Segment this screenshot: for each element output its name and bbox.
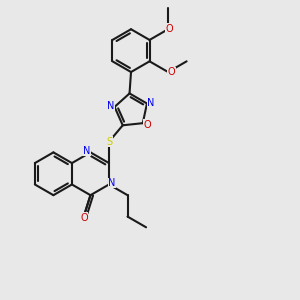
Text: N: N <box>147 98 154 108</box>
Text: N: N <box>83 146 90 156</box>
Text: S: S <box>106 137 112 147</box>
Text: O: O <box>166 24 173 34</box>
Text: O: O <box>80 213 88 223</box>
Text: O: O <box>143 120 151 130</box>
Text: N: N <box>108 178 116 188</box>
Text: O: O <box>168 67 176 77</box>
Text: N: N <box>107 101 114 111</box>
